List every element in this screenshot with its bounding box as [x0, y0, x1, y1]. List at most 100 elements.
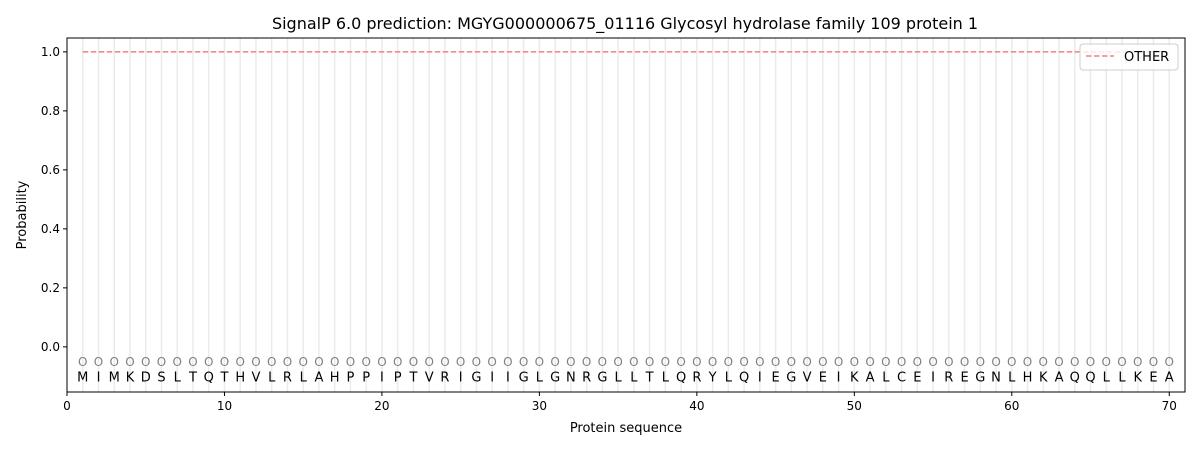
- x-tick-label: 70: [1162, 399, 1177, 413]
- label-marker: O: [582, 355, 591, 369]
- label-marker: O: [818, 355, 827, 369]
- residue-label: R: [283, 370, 292, 385]
- y-tick-label: 0.4: [41, 222, 60, 236]
- y-tick-label: 1.0: [41, 45, 60, 59]
- residue-label: E: [1149, 370, 1157, 385]
- label-marker: O: [881, 355, 890, 369]
- residue-label: I: [758, 370, 762, 385]
- residue-label: V: [252, 370, 261, 385]
- residue-label: L: [1118, 370, 1126, 385]
- x-tick-label: 20: [374, 399, 389, 413]
- residue-label: G: [597, 370, 607, 385]
- label-marker: O: [1117, 355, 1126, 369]
- residue-label: A: [1165, 370, 1174, 385]
- residue-label: K: [126, 370, 135, 385]
- label-marker: O: [724, 355, 733, 369]
- label-marker: O: [976, 355, 985, 369]
- residue-label: I: [490, 370, 494, 385]
- label-marker: O: [188, 355, 197, 369]
- residue-label: N: [991, 370, 1001, 385]
- label-marker: O: [1102, 355, 1111, 369]
- residue-label: L: [662, 370, 670, 385]
- residue-label: Q: [204, 370, 214, 385]
- label-marker: O: [267, 355, 276, 369]
- label-marker: O: [424, 355, 433, 369]
- label-marker: O: [771, 355, 780, 369]
- residue-label: E: [771, 370, 779, 385]
- label-marker: O: [283, 355, 292, 369]
- label-marker: O: [991, 355, 1000, 369]
- residue-label: E: [819, 370, 827, 385]
- residue-label: R: [582, 370, 591, 385]
- residue-label: I: [97, 370, 101, 385]
- x-tick-label: 30: [532, 399, 547, 413]
- label-marker: O: [346, 355, 355, 369]
- label-marker: O: [865, 355, 874, 369]
- residue-label: S: [157, 370, 165, 385]
- label-marker: O: [1165, 355, 1174, 369]
- plot-frame: [66, 37, 1186, 393]
- residue-label: L: [725, 370, 733, 385]
- label-marker: O: [629, 355, 638, 369]
- residue-label: A: [866, 370, 875, 385]
- label-marker: O: [676, 355, 685, 369]
- residue-label: I: [380, 370, 384, 385]
- label-marker: O: [377, 355, 386, 369]
- residue-label: L: [615, 370, 623, 385]
- label-marker: O: [393, 355, 402, 369]
- residue-label: G: [786, 370, 796, 385]
- label-marker: O: [487, 355, 496, 369]
- label-marker: O: [519, 355, 528, 369]
- label-marker: O: [692, 355, 701, 369]
- label-marker: O: [125, 355, 134, 369]
- label-marker: O: [110, 355, 119, 369]
- residue-label: E: [913, 370, 921, 385]
- residue-label: L: [536, 370, 544, 385]
- y-axis-label: Probability: [15, 180, 30, 249]
- label-marker: O: [1086, 355, 1095, 369]
- residue-label: T: [188, 370, 197, 385]
- label-marker: O: [645, 355, 654, 369]
- label-marker: O: [708, 355, 717, 369]
- residue-label: L: [174, 370, 182, 385]
- label-marker: O: [661, 355, 670, 369]
- residue-label: L: [1008, 370, 1016, 385]
- residue-label: Q: [676, 370, 686, 385]
- label-marker: O: [960, 355, 969, 369]
- label-marker: O: [1054, 355, 1063, 369]
- residue-label: V: [803, 370, 812, 385]
- residue-label: M: [77, 370, 88, 385]
- label-marker: O: [298, 355, 307, 369]
- residue-label: D: [141, 370, 151, 385]
- residue-label: H: [1023, 370, 1033, 385]
- residue-label: I: [459, 370, 463, 385]
- residue-label: H: [235, 370, 245, 385]
- residue-label: A: [314, 370, 323, 385]
- label-marker: O: [456, 355, 465, 369]
- label-marker: O: [314, 355, 323, 369]
- label-marker: O: [1070, 355, 1079, 369]
- y-tick-label: 0.0: [41, 340, 60, 354]
- residue-label: R: [944, 370, 953, 385]
- residue-label: Y: [708, 370, 717, 385]
- residue-label: R: [440, 370, 449, 385]
- residue-label: L: [300, 370, 308, 385]
- label-marker: O: [850, 355, 859, 369]
- label-marker: O: [550, 355, 559, 369]
- label-marker: O: [834, 355, 843, 369]
- label-marker: O: [598, 355, 607, 369]
- y-tick-label: 0.2: [41, 281, 60, 295]
- x-tick-label: 0: [63, 399, 71, 413]
- label-marker: O: [440, 355, 449, 369]
- label-marker: O: [739, 355, 748, 369]
- label-marker: O: [897, 355, 906, 369]
- residue-label: R: [692, 370, 701, 385]
- label-marker: O: [802, 355, 811, 369]
- label-marker: O: [566, 355, 575, 369]
- residue-label: T: [645, 370, 654, 385]
- legend: OTHER: [1079, 43, 1179, 71]
- label-marker: O: [220, 355, 229, 369]
- label-marker: O: [235, 355, 244, 369]
- label-marker: O: [787, 355, 796, 369]
